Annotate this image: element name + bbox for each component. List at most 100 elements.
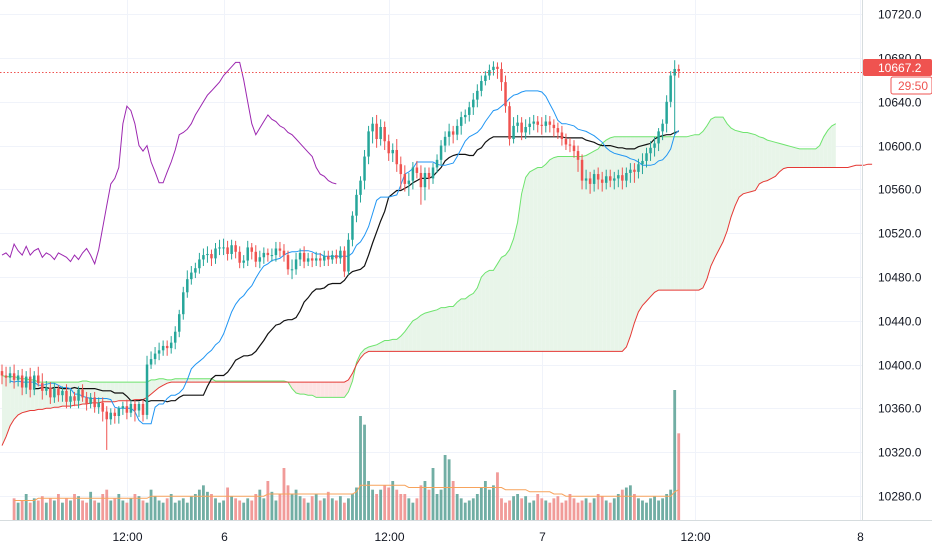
cloud-segment — [126, 382, 131, 401]
candle-body — [463, 114, 467, 118]
candle — [661, 119, 664, 141]
candle-body — [32, 375, 36, 390]
cloud-segment — [626, 136, 631, 348]
candle — [604, 169, 608, 190]
candle-body — [290, 269, 294, 271]
candle-body — [222, 247, 225, 249]
last-price-badge-bg — [863, 59, 932, 76]
volume-bar — [604, 500, 608, 520]
candle-body — [604, 176, 608, 183]
cloud-segment — [561, 156, 566, 352]
candle — [57, 385, 60, 402]
candle — [226, 240, 229, 261]
candle-body — [141, 403, 145, 415]
candle-body — [431, 167, 435, 179]
cloud-segment — [2, 375, 7, 446]
candle-body — [673, 68, 676, 76]
candle — [395, 139, 399, 172]
candle — [194, 262, 197, 279]
cloud-segment — [630, 136, 635, 337]
cloud-segment — [54, 382, 59, 408]
cloud-segment — [328, 382, 333, 398]
candle — [8, 366, 12, 384]
candle-body — [427, 172, 431, 179]
cloud-segment — [388, 339, 393, 352]
candle-body — [327, 256, 330, 260]
candle — [16, 370, 20, 387]
cloud-segment — [465, 295, 470, 352]
cloud-segment — [404, 326, 409, 352]
candle-body — [641, 160, 644, 165]
candle — [488, 64, 491, 80]
volume-bar — [447, 459, 451, 520]
volume-bar — [197, 489, 201, 520]
y-axis[interactable]: 10720.010680.010640.010600.010560.010520… — [862, 0, 922, 520]
candle — [403, 165, 407, 192]
candle-body — [447, 131, 451, 137]
candle-body — [230, 245, 233, 254]
candle — [137, 401, 141, 418]
cloud-segment — [590, 151, 595, 352]
candle-body — [210, 253, 213, 259]
cloud-segment — [517, 193, 522, 352]
candle — [617, 169, 620, 188]
cloud-segment — [533, 167, 538, 352]
cloud-segment — [457, 298, 462, 352]
candle-body — [226, 247, 229, 254]
candle — [234, 240, 237, 259]
candle-body — [484, 75, 487, 82]
cloud-segment — [461, 298, 466, 352]
y-tick-label: 10480.0 — [878, 271, 922, 285]
candle-body — [645, 153, 648, 161]
candle — [524, 119, 527, 140]
volume-bar — [210, 494, 213, 520]
candle-body — [206, 253, 209, 256]
x-axis[interactable]: 12:00 6 12:00 7 12:00 8 — [0, 520, 932, 545]
candle-body — [468, 107, 471, 115]
candle-body — [310, 258, 314, 261]
cloud-segment — [549, 157, 554, 352]
cloud-segment — [666, 136, 671, 291]
candle — [12, 364, 16, 389]
cloud-segment — [437, 307, 442, 352]
cloud-segment — [396, 336, 401, 352]
y-tick-label: 10640.0 — [878, 96, 922, 110]
candle — [629, 163, 632, 183]
candle — [270, 248, 274, 262]
volume-bar — [572, 498, 576, 520]
cloud-segment — [316, 382, 321, 398]
candle — [266, 248, 270, 262]
candle-body — [234, 245, 237, 252]
candle-body — [435, 159, 439, 168]
candle-body — [375, 123, 378, 140]
cloud-segment — [771, 141, 776, 179]
volume-bar — [133, 494, 137, 520]
chikou-span-line — [1, 61, 337, 266]
volume-bar — [411, 502, 415, 520]
cloud-segment — [537, 167, 542, 352]
candle — [73, 391, 76, 407]
cloud-segment — [791, 146, 796, 168]
volume-bar — [137, 496, 141, 520]
candle — [459, 111, 463, 135]
candle — [411, 162, 415, 190]
volume-bar — [189, 496, 193, 520]
cloud-segment — [453, 302, 458, 352]
volume-bar — [620, 489, 624, 520]
candle — [149, 351, 153, 369]
x-tick-label: 7 — [539, 530, 546, 544]
candle — [186, 270, 189, 298]
volume-bar — [367, 481, 370, 520]
volume-bar — [492, 485, 495, 520]
cloud-segment — [408, 320, 413, 352]
candle-body — [12, 373, 16, 380]
candle — [109, 408, 113, 425]
cloud-segment — [368, 345, 373, 352]
cloud-segment — [392, 339, 397, 352]
candle-body — [278, 248, 282, 251]
volume-bar — [161, 502, 165, 520]
volume-bar — [487, 489, 491, 520]
candle — [302, 246, 306, 269]
cloud-segment — [594, 148, 599, 352]
